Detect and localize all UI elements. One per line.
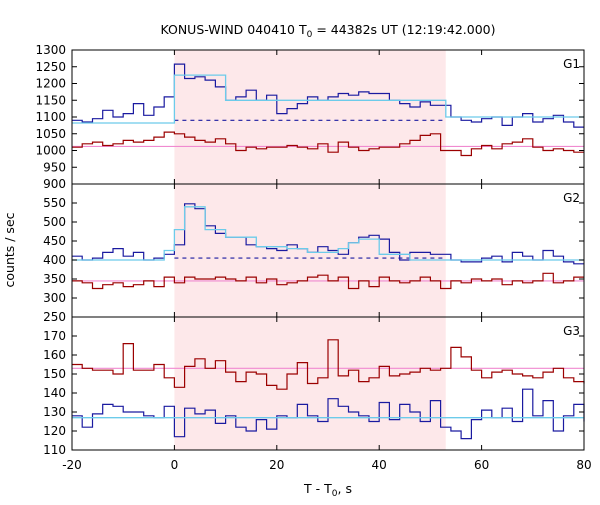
chart-title-sub: 0 — [307, 30, 313, 40]
background-lightcurve-g3 — [72, 339, 585, 390]
x-tick-label: 0 — [171, 458, 179, 472]
y-tick-label-g2: 450 — [43, 234, 66, 248]
y-tick-label-g3: 120 — [43, 424, 66, 438]
x-axis-label-sub: 0 — [332, 489, 338, 499]
chart-title: KONUS-WIND 040410 T0 = 44382s UT (12:19:… — [160, 22, 495, 40]
panel-frame-g3 — [71, 316, 585, 451]
panel-label-g1: G1 — [563, 57, 580, 71]
panel-g1 — [72, 63, 584, 157]
fit-curve-g2 — [72, 206, 584, 261]
x-tick-label: 40 — [372, 458, 387, 472]
burst-lightcurve-g3 — [72, 388, 585, 440]
y-tick-label-g3: 160 — [43, 348, 66, 362]
burst-interval-shade — [174, 50, 446, 450]
x-tick-label: 80 — [576, 458, 591, 472]
background-lightcurve-g2 — [72, 272, 584, 290]
x-axis-label-main: T - T — [303, 481, 332, 496]
x-tick-label: 20 — [269, 458, 284, 472]
y-tick-label-g3: 170 — [43, 329, 66, 343]
y-tick-label-g2: 500 — [43, 215, 66, 229]
y-tick-label-g2: 250 — [43, 310, 66, 324]
y-tick-label-g2: 350 — [43, 272, 66, 286]
panel-g2 — [72, 203, 584, 290]
tick-layer: 9009501000105011001150120012501300G12503… — [35, 43, 591, 472]
y-tick-label-g1: 950 — [43, 160, 66, 174]
y-tick-label-g1: 1050 — [35, 127, 66, 141]
y-tick-label-g1: 1200 — [35, 77, 66, 91]
shade-layer — [174, 50, 446, 450]
y-tick-label-g2: 300 — [43, 291, 66, 305]
panel-label-g3: G3 — [563, 324, 580, 338]
x-tick-label: 60 — [474, 458, 489, 472]
x-axis-label: T - T0, s — [303, 481, 352, 499]
y-axis-label: counts / sec — [2, 212, 17, 287]
y-tick-label-g2: 400 — [43, 253, 66, 267]
y-tick-label-g1: 1150 — [35, 93, 66, 107]
background-lightcurve-g1 — [72, 131, 584, 157]
y-tick-label-g1: 1250 — [35, 60, 66, 74]
y-tick-label-g3: 130 — [43, 405, 66, 419]
x-axis-label-rest: , s — [338, 481, 352, 496]
y-tick-label-g1: 1300 — [35, 43, 66, 57]
y-tick-label-g2: 550 — [43, 196, 66, 210]
y-tick-label-g1: 1100 — [35, 110, 66, 124]
y-tick-label-g3: 150 — [43, 367, 66, 381]
x-tick-label: -20 — [62, 458, 82, 472]
burst-lightcurve-g2 — [72, 203, 584, 265]
series-layer — [72, 63, 585, 440]
panel-label-g2: G2 — [563, 191, 580, 205]
fit-curve-g1 — [72, 74, 584, 124]
chart-title-rest: = 44382s UT (12:19:42.000) — [312, 22, 495, 37]
y-tick-label-g1: 900 — [43, 177, 66, 191]
panel-g3 — [72, 339, 585, 440]
y-tick-label-g3: 140 — [43, 386, 66, 400]
y-tick-label-g1: 1000 — [35, 144, 66, 158]
chart-title-main: KONUS-WIND 040410 T — [160, 22, 306, 37]
y-tick-label-g3: 110 — [43, 443, 66, 457]
